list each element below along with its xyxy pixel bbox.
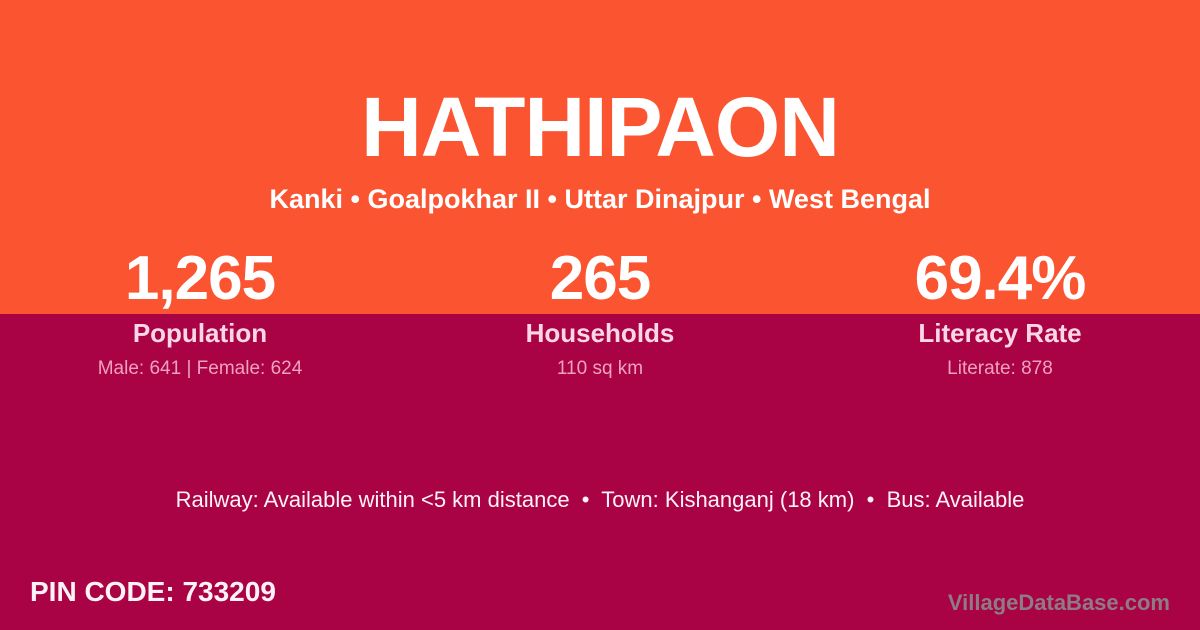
stat-literacy: 69.4% Literacy Rate Literate: 878 (800, 248, 1200, 379)
header-section (0, 0, 1200, 314)
population-label: Population (132, 318, 268, 348)
page-title: HATHIPAON (361, 80, 840, 174)
households-detail: 110 sq km (556, 358, 644, 379)
population-value: 1,265 (124, 244, 276, 313)
stat-households: 265 Households 110 sq km (400, 248, 800, 379)
breadcrumb: Kanki • Goalpokhar II • Uttar Dinajpur •… (269, 184, 931, 214)
site-watermark: VillageDataBase.com (947, 590, 1170, 615)
literacy-label: Literacy Rate (918, 318, 1082, 348)
households-label: Households (525, 318, 675, 348)
literacy-value: 69.4% (914, 244, 1087, 313)
stats-row: 1,265 Population Male: 641 | Female: 624… (0, 248, 1200, 379)
stat-population: 1,265 Population Male: 641 | Female: 624 (0, 248, 400, 379)
households-value: 265 (549, 244, 651, 313)
transport-availability-line: Railway: Available within <5 km distance… (175, 487, 1025, 512)
pin-code: PIN CODE: 733209 (30, 576, 276, 607)
literacy-detail: Literate: 878 (947, 358, 1053, 379)
population-detail: Male: 641 | Female: 624 (97, 358, 303, 379)
